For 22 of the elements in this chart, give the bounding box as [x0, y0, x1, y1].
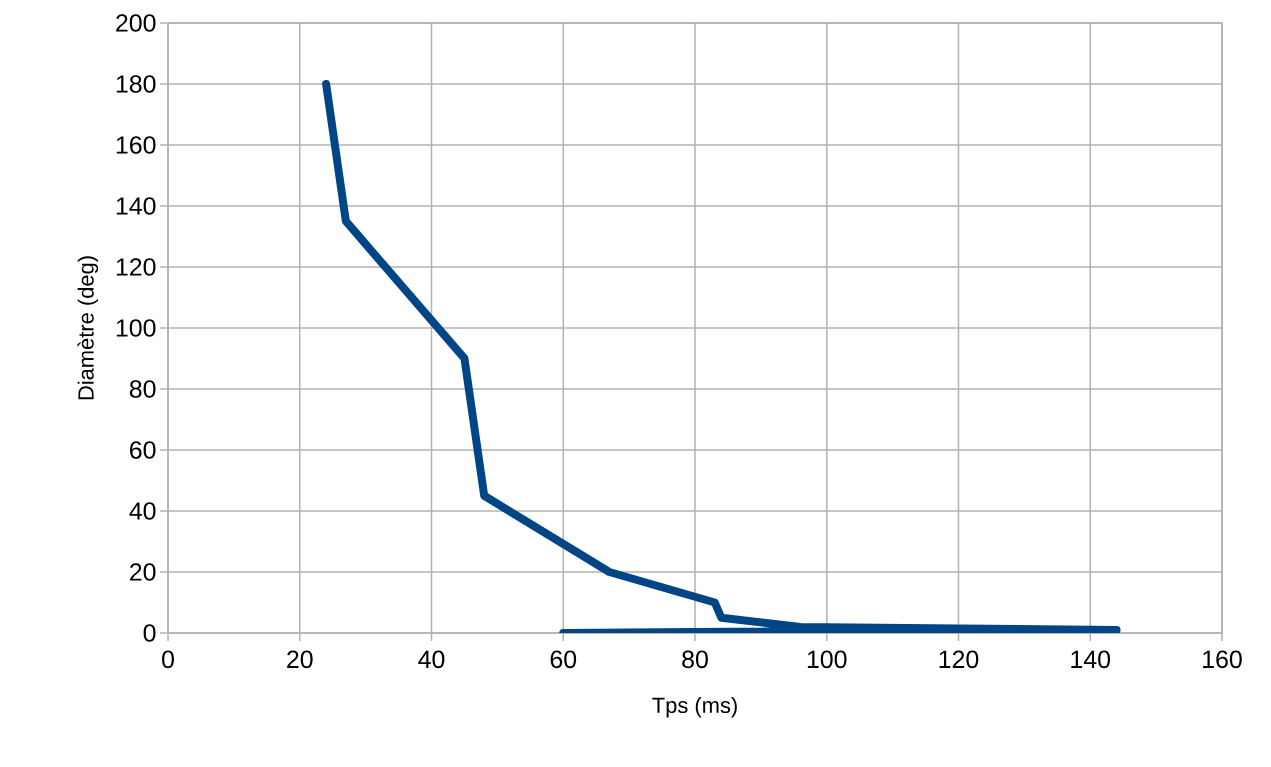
x-tick-label: 120 — [939, 650, 979, 669]
x-tick-label: 160 — [1203, 650, 1242, 669]
y-tick-label: 160 — [116, 136, 156, 154]
x-tick-label: 20 — [287, 650, 313, 669]
y-tick-label: 120 — [116, 258, 156, 276]
y-tick-label: 40 — [129, 502, 156, 520]
y-tick-label: 140 — [116, 197, 156, 215]
x-tick-label: 60 — [550, 650, 577, 669]
y-axis-title: Diamètre (deg) — [77, 256, 99, 400]
y-tick-label: 100 — [116, 319, 156, 337]
y-tick-label: 20 — [130, 563, 156, 581]
y-tick-label: 80 — [129, 380, 156, 398]
x-axis-title: Tps (ms) — [652, 696, 737, 718]
x-tick-label: 100 — [807, 650, 847, 669]
y-tick-label: 0 — [143, 624, 156, 642]
x-tick-label: 0 — [162, 650, 174, 669]
y-tick-label: 60 — [130, 441, 156, 459]
x-tick-label: 40 — [418, 650, 445, 669]
x-tick-label: 140 — [1071, 650, 1111, 669]
y-tick-label: 180 — [116, 75, 156, 93]
x-tick-label: 80 — [682, 650, 708, 669]
y-tick-label: 200 — [116, 14, 156, 32]
